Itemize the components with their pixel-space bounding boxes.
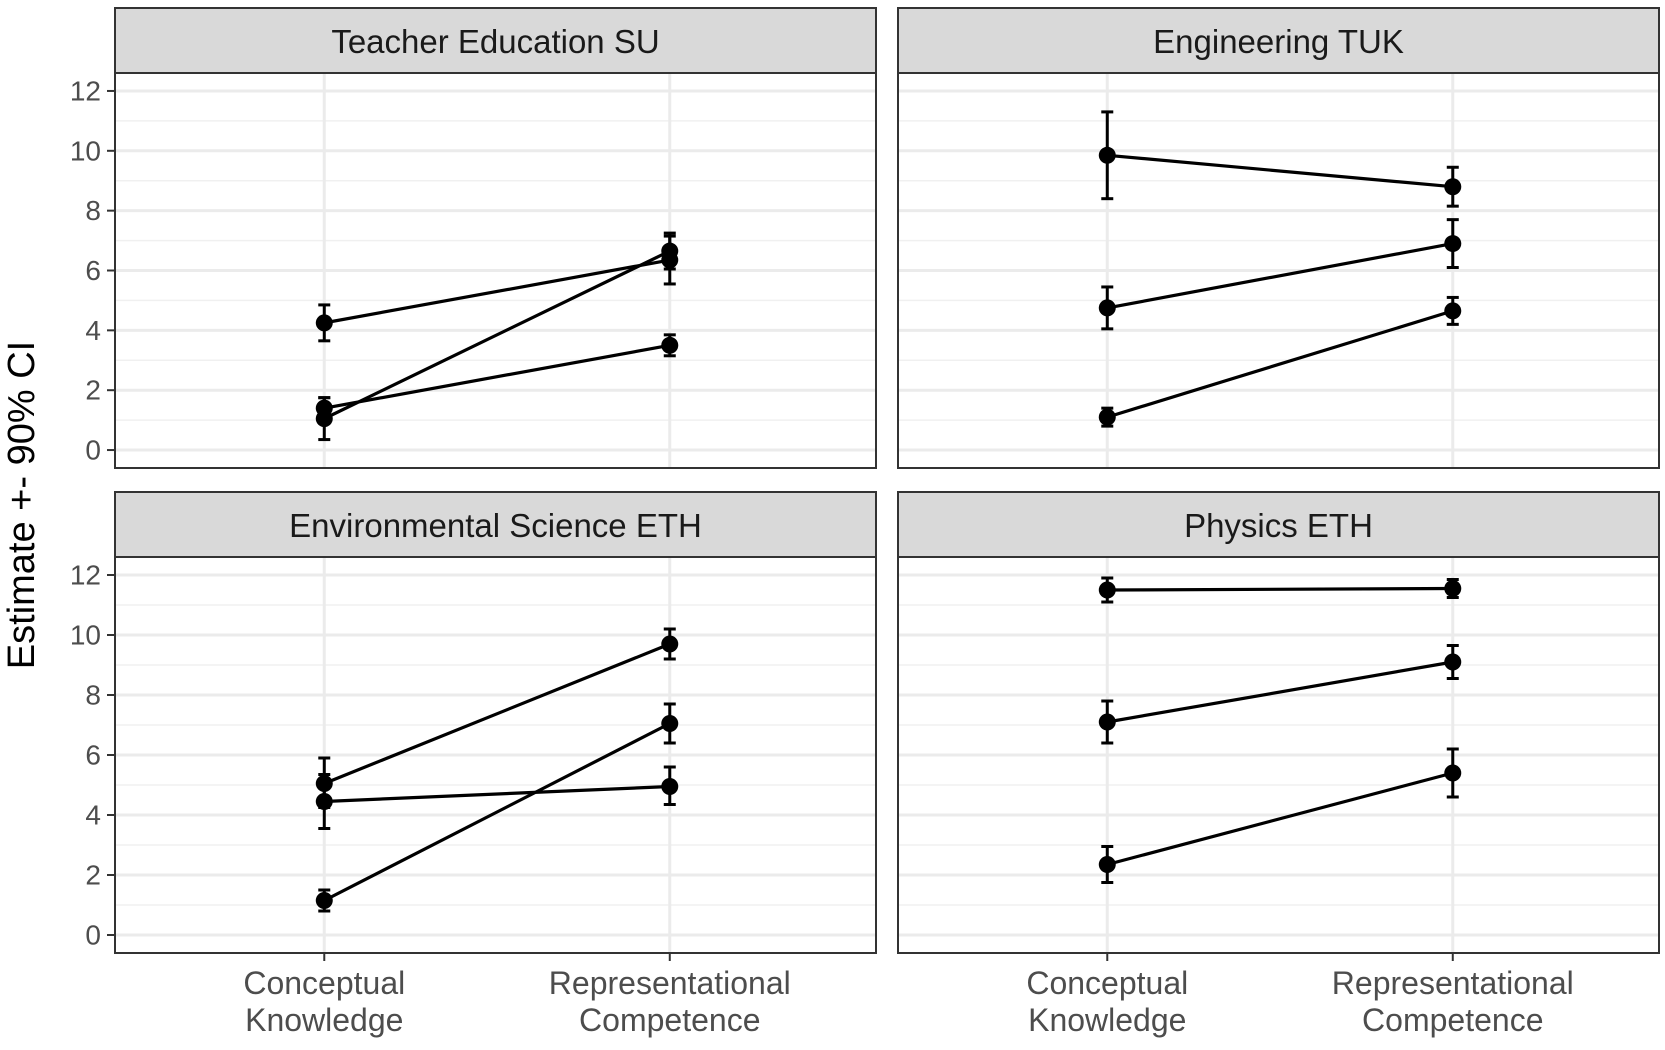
data-point (1444, 580, 1462, 597)
series-line (1107, 660, 1454, 724)
data-point (1098, 581, 1116, 599)
data-point (1444, 178, 1462, 196)
facet-title: Physics ETH (1184, 507, 1373, 544)
series-line (323, 642, 671, 785)
data-point (1098, 408, 1116, 426)
facet-strip (114, 7, 877, 74)
series-line (1106, 309, 1454, 419)
y-tick-label: 10 (70, 620, 101, 651)
y-tick-label: 2 (85, 860, 101, 891)
y-tick-label: 0 (85, 435, 101, 466)
y-axis-title: Estimate +- 90% CI (1, 341, 43, 669)
facet-strip (114, 491, 877, 558)
panel: Engineering TUK (897, 7, 1660, 469)
series-line (323, 249, 671, 421)
panel: Environmental Science ETH 0 2 4 6 8 10 12 Concep… (70, 491, 877, 1038)
data-point (1444, 235, 1462, 253)
panel: Teacher Education SU 0 2 4 6 8 10 12 (70, 7, 877, 469)
data-point (1444, 764, 1462, 782)
facet-strip (897, 7, 1660, 74)
series-line (1107, 153, 1453, 189)
series-line (323, 258, 671, 325)
x-tick-label: Conceptual Knowledge (1026, 965, 1188, 1038)
facet-title: Engineering TUK (1153, 23, 1404, 60)
y-tick-label: 4 (85, 800, 101, 831)
series-line (323, 343, 671, 410)
data-point (315, 314, 333, 332)
facet-title: Teacher Education SU (331, 23, 659, 60)
y-tick-label: 8 (85, 195, 101, 226)
data-point (1098, 713, 1116, 731)
data-point (661, 635, 679, 653)
data-point (315, 793, 333, 810)
y-tick-label: 12 (70, 560, 101, 591)
y-tick-label: 2 (85, 375, 101, 406)
y-tick-label: 10 (70, 135, 101, 166)
series-line (1106, 771, 1454, 867)
data-point (661, 715, 679, 732)
series-line (323, 722, 671, 902)
data-point (1098, 856, 1116, 873)
series-line (1106, 241, 1454, 310)
data-point (661, 778, 679, 795)
data-point (315, 399, 333, 417)
y-tick-label: 6 (85, 740, 101, 771)
data-point (1098, 146, 1116, 164)
data-point (661, 242, 679, 260)
x-tick-label: Representational Competence (549, 965, 791, 1038)
x-tick-label: Representational Competence (1332, 965, 1574, 1038)
y-tick-label: 0 (85, 920, 101, 951)
data-point (1098, 299, 1116, 317)
facet-strip (897, 491, 1660, 558)
series-line (324, 784, 670, 804)
y-tick-label: 6 (85, 255, 101, 286)
facet-title: Environmental Science ETH (289, 507, 702, 544)
data-point (1444, 302, 1462, 320)
data-point (661, 336, 679, 354)
x-tick-label: Conceptual Knowledge (243, 965, 405, 1038)
panels-group: Teacher Education SU 0 2 4 6 8 10 12 Engineering… (70, 7, 1660, 1038)
data-point (1444, 653, 1462, 671)
y-tick-label: 4 (85, 315, 101, 346)
y-tick-label: 12 (70, 75, 101, 106)
data-point (315, 892, 333, 909)
y-tick-label: 8 (85, 680, 101, 711)
panel: Physics ETH Conceptual Knowledge Representa… (897, 491, 1660, 1038)
series-line (1107, 586, 1453, 592)
